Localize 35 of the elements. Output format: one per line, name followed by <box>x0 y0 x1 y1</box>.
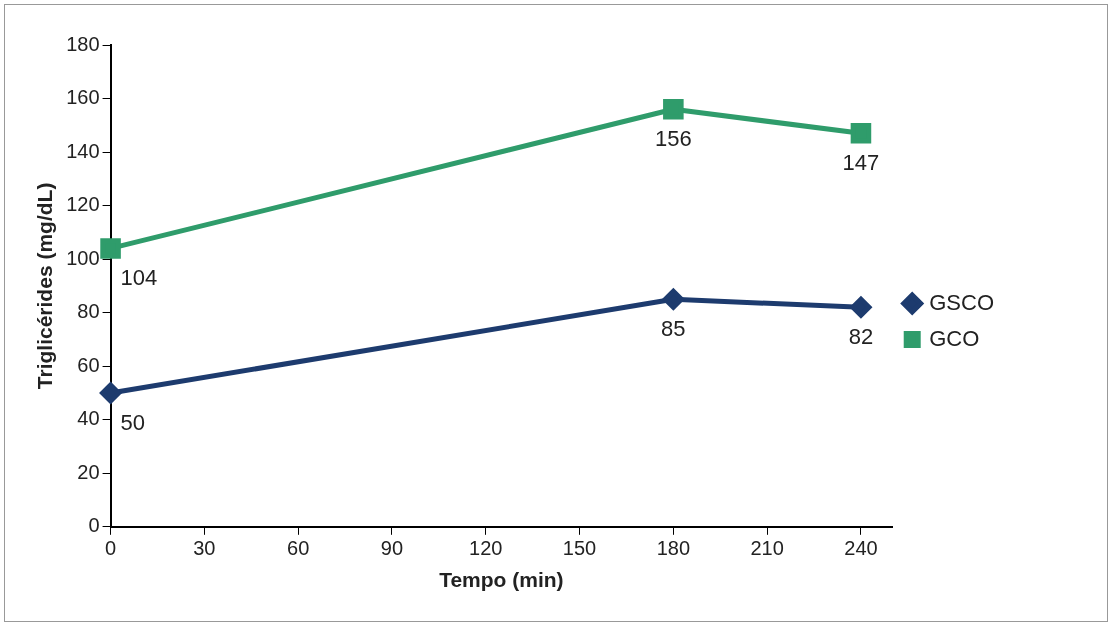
x-tick-label: 150 <box>562 537 597 560</box>
x-tick-label: 60 <box>287 537 310 560</box>
x-tick-label: 30 <box>193 537 216 560</box>
data-label: 104 <box>120 265 158 291</box>
y-tick-label: 20 <box>77 460 100 483</box>
point <box>850 296 872 318</box>
data-label: 147 <box>842 150 880 176</box>
data-label: 50 <box>120 410 146 436</box>
y-tick-label: 80 <box>77 300 100 323</box>
x-tick-label: 210 <box>750 537 784 560</box>
y-tick-label: 0 <box>88 514 100 537</box>
data-label: 85 <box>661 316 686 342</box>
y-tick-label: 120 <box>66 193 100 216</box>
point <box>662 288 684 310</box>
y-axis-title: Triglicérides (mg/dL) <box>33 182 57 390</box>
x-tick-label: 240 <box>844 537 878 560</box>
y-tick-label: 60 <box>77 353 100 376</box>
y-tick-label: 40 <box>77 407 100 430</box>
x-tick-label: 120 <box>469 537 503 560</box>
point <box>100 238 121 259</box>
data-label: 82 <box>848 324 874 350</box>
x-tick-label: 0 <box>105 537 117 560</box>
point <box>100 382 122 404</box>
x-axis-title: Tempo (min) <box>439 568 564 592</box>
y-tick-label: 180 <box>66 32 100 55</box>
y-tick-label: 140 <box>66 139 100 162</box>
legend-label: GSCO <box>929 289 995 315</box>
data-label: 156 <box>654 126 692 152</box>
y-tick-label: 100 <box>66 246 100 269</box>
point <box>850 123 872 144</box>
x-tick-label: 180 <box>656 537 691 560</box>
x-tick-label: 90 <box>380 537 404 560</box>
y-tick-label: 160 <box>66 86 100 109</box>
legend-label: GCO <box>929 325 980 351</box>
point <box>663 98 684 120</box>
